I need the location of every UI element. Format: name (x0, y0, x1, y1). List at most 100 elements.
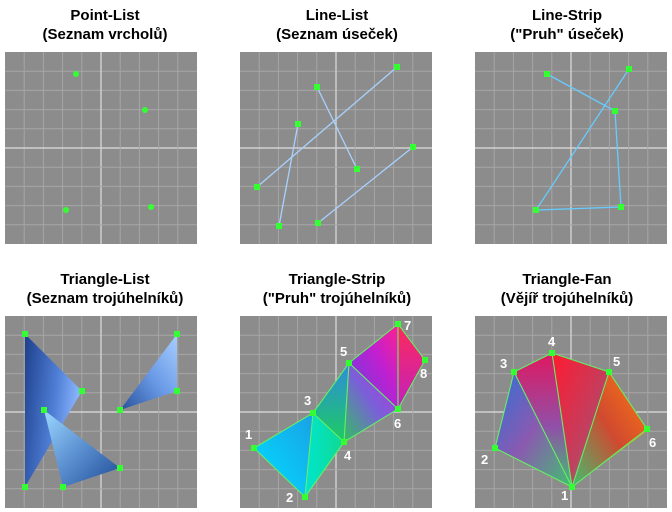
triangle-list-subheading: (Seznam trojúhelníků) (26, 290, 184, 307)
vertex (254, 184, 260, 190)
triangle-list-title: Triangle-List (Seznam trojúhelníků) (0, 270, 210, 308)
vertex (395, 321, 401, 327)
vertex-numbers: 1 2 3 4 5 6 7 8 (245, 318, 427, 505)
triangle (313, 363, 349, 442)
triangle (25, 334, 82, 487)
vertex (618, 204, 624, 210)
triangle (120, 334, 177, 410)
line-segment (278, 123, 299, 227)
vertex (295, 121, 301, 127)
point-list-canvas (5, 52, 197, 244)
triangle (349, 324, 398, 409)
line-list-subheading: (Seznam úseček) (276, 26, 398, 43)
triangle-list-heading: Triangle-List (60, 271, 150, 288)
vertex (22, 331, 28, 337)
triangle-fan-title: Triangle-Fan (Vějíř trojúhelníků) (462, 270, 672, 308)
vertex-number: 3 (304, 393, 311, 408)
vertex (310, 410, 316, 416)
fan-spoke (513, 371, 573, 488)
point-list-panel (5, 52, 197, 244)
vertex-number: 2 (286, 490, 293, 505)
triangle (495, 372, 572, 487)
vertex (276, 223, 282, 229)
triangle-list-panel (5, 316, 197, 508)
vertex (63, 207, 69, 213)
vertex (41, 407, 47, 413)
vertex (354, 166, 360, 172)
vertex (569, 484, 575, 490)
triangle (552, 353, 609, 487)
vertex (315, 220, 321, 226)
line-strip-title: Line-Strip ("Pruh" úseček) (462, 6, 672, 44)
vertex (511, 369, 517, 375)
vertex (22, 484, 28, 490)
vertex-number: 8 (420, 366, 427, 381)
line-segments (256, 66, 414, 227)
vertex (346, 360, 352, 366)
line-strip-panel (475, 52, 667, 244)
vertex-number: 6 (394, 416, 401, 431)
vertex-number: 6 (649, 435, 656, 450)
vertex (395, 406, 401, 412)
vertex-numbers: 1 2 3 4 5 6 (481, 334, 656, 503)
triangle (254, 413, 313, 497)
vertex-number: 7 (404, 318, 411, 333)
line-list-title: Line-List (Seznam úseček) (232, 6, 442, 44)
vertex (422, 357, 428, 363)
vertex (79, 388, 85, 394)
vertex (492, 445, 498, 451)
line-segment (256, 66, 398, 188)
vertex (117, 465, 123, 471)
vertex-number: 5 (613, 354, 620, 369)
triangle (305, 413, 344, 497)
triangle (44, 410, 120, 487)
vertex-number: 1 (245, 427, 252, 442)
vertex-number: 3 (500, 356, 507, 371)
triangle-strip-canvas: 1 2 3 4 5 6 7 8 (240, 316, 432, 508)
vertex (174, 331, 180, 337)
vertex-number: 2 (481, 452, 488, 467)
fan-spoke (571, 371, 610, 488)
triangle-fan-canvas: 1 2 3 4 5 6 (475, 316, 667, 508)
line-strip-canvas (475, 52, 667, 244)
vertices (251, 321, 428, 500)
triangle-fan-heading: Triangle-Fan (522, 271, 612, 288)
triangle-strip-heading: Triangle-Strip (288, 271, 386, 288)
line-segment (316, 86, 358, 170)
vertex (644, 426, 650, 432)
vertex (142, 107, 148, 113)
vertex (606, 369, 612, 375)
triangle-fan-subheading: (Vějíř trojúhelníků) (500, 290, 634, 307)
line-list-panel (240, 52, 432, 244)
triangle (572, 372, 647, 487)
vertex (549, 350, 555, 356)
point-list-heading: Point-List (70, 7, 140, 24)
line-strip-subheading: ("Pruh" úseček) (510, 26, 624, 43)
vertex-number: 5 (340, 344, 347, 359)
vertex (341, 439, 347, 445)
line-strip-heading: Line-Strip (532, 7, 602, 24)
vertices (22, 331, 180, 490)
vertices (63, 71, 154, 213)
strip-edges (304, 359, 426, 498)
vertex-number: 1 (561, 488, 568, 503)
vertex (612, 108, 618, 114)
vertex (60, 484, 66, 490)
vertices (533, 66, 632, 213)
triangle-strip-title: Triangle-Strip ("Pruh" trojúhelníků) (232, 270, 442, 308)
triangle-strip-subheading: ("Pruh" trojúhelníků) (262, 290, 412, 307)
grid-background (240, 52, 432, 244)
line-list-canvas (240, 52, 432, 244)
vertex (314, 84, 320, 90)
vertex (302, 494, 308, 500)
vertex (394, 64, 400, 70)
vertex (410, 144, 416, 150)
triangle (514, 353, 572, 487)
fan-spoke (551, 352, 573, 488)
fan-spokes (513, 352, 610, 488)
triangle-fan-panel: 1 2 3 4 5 6 (475, 316, 667, 508)
vertex-number: 4 (344, 448, 352, 463)
triangle (344, 363, 398, 442)
point-list-subheading: (Seznam vrcholů) (42, 26, 168, 43)
